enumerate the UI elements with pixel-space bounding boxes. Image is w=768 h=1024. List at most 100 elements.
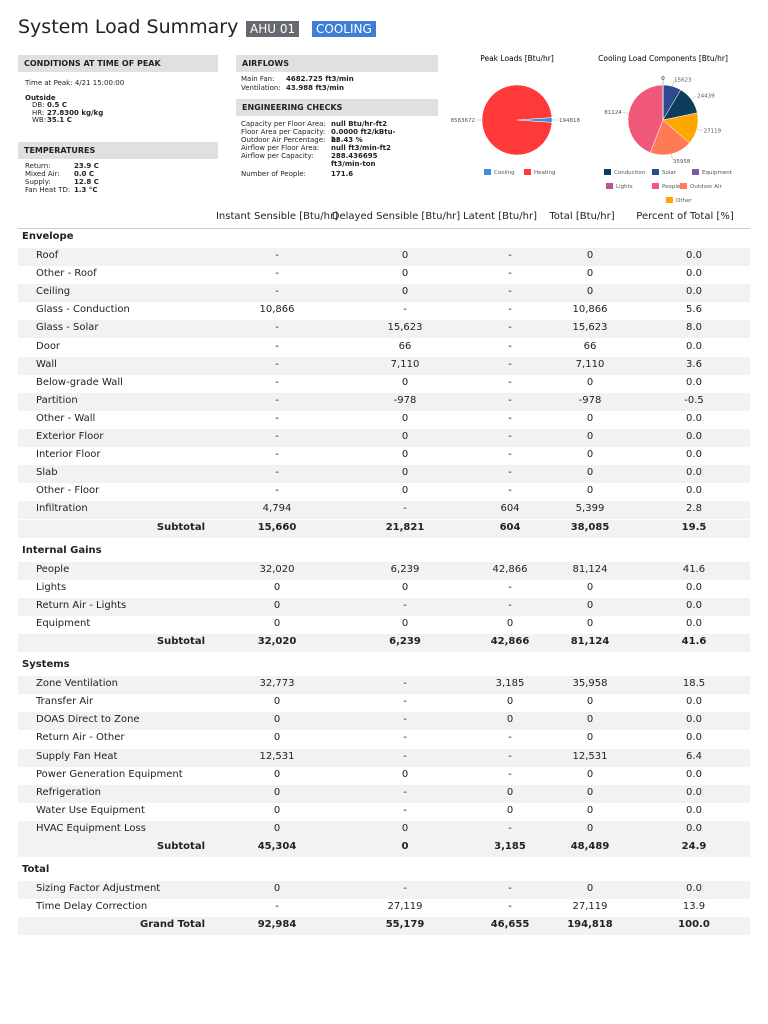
cell: - [403, 804, 407, 816]
cell: - [403, 678, 407, 690]
row-background [18, 356, 750, 375]
label: Supply: [25, 178, 51, 186]
cell: 0 [586, 286, 594, 298]
row-label: Wall [36, 358, 57, 370]
row-label: Supply Fan Heat [36, 750, 118, 762]
cell: 0 [586, 250, 594, 261]
subtotal-cell: 32,020 [257, 636, 297, 647]
legend-label: Lights [616, 184, 633, 190]
row-label: Equipment [36, 617, 91, 629]
cell: 0.0 [686, 286, 702, 298]
subtotal-cell: 0 [401, 841, 409, 852]
cell: 3.6 [686, 358, 702, 370]
cell: 0.0 [686, 412, 702, 424]
row-background [18, 561, 750, 580]
cell: 15,623 [387, 322, 423, 334]
cell: 4,794 [262, 503, 292, 515]
cell: 0.0 [686, 696, 702, 708]
legend-label: Cooling [494, 170, 515, 176]
subtotal-cell: 48,489 [570, 841, 610, 852]
cell: 0.0 [686, 714, 702, 726]
subtotal-cell: 41.6 [681, 636, 707, 647]
cell: - [403, 883, 407, 895]
row-label: DOAS Direct to Zone [36, 714, 140, 726]
divider [18, 228, 750, 229]
value-label: 15623 [674, 77, 692, 83]
cell: 0 [401, 768, 409, 780]
label: HR: [32, 108, 45, 117]
cell: - [403, 732, 407, 744]
charts: Peak Loads [Btu/hr] 194818 8583672 Cooling H… [451, 54, 733, 204]
cell: 0.0 [686, 250, 702, 261]
cell: -0.5 [684, 394, 704, 406]
subtotal-background [18, 634, 750, 652]
cell: - [508, 431, 512, 442]
cell: 0 [401, 412, 409, 424]
row-label: HVAC Equipment Loss [36, 822, 146, 834]
cell: - [508, 732, 512, 744]
cell: - [508, 376, 512, 388]
row-label: Glass - Solar [36, 322, 99, 334]
cell: 0 [586, 431, 594, 442]
legend-label: Outdoor Air [690, 184, 722, 190]
cell: 0 [506, 617, 514, 629]
legend-swatch [666, 197, 673, 203]
subtotal-background [18, 917, 750, 936]
value-label: 35958 [673, 159, 691, 165]
cell: 10,866 [259, 304, 295, 316]
cell: 0.0 [686, 617, 702, 629]
cell: 0 [273, 732, 281, 744]
row-background [18, 748, 750, 767]
row-label: Glass - Conduction [36, 304, 130, 316]
panel-title: AIRFLOWS [236, 55, 438, 72]
row-background [18, 820, 750, 839]
value: 0.5 C [47, 101, 67, 109]
label: Main Fan: [241, 75, 275, 83]
cell: 18.5 [682, 678, 706, 690]
peak-time: Time at Peak: 4/21 15:00:00 [25, 79, 125, 87]
row-background [18, 784, 750, 803]
value-label: 8583672 [451, 118, 476, 124]
cell: - [403, 599, 407, 611]
value-label: 194818 [559, 118, 580, 124]
cell: - [508, 485, 512, 497]
label: Floor Area per Capacity: [241, 128, 326, 136]
cell: -978 [578, 394, 602, 406]
row-background [18, 881, 750, 900]
row-label: Slab [36, 467, 58, 479]
cell: 0.0 [686, 467, 702, 479]
cell: 0 [401, 268, 409, 280]
cell: - [275, 901, 279, 913]
cell: 0 [506, 696, 514, 708]
cell: - [508, 286, 512, 298]
value: 0.0 C [74, 170, 94, 178]
value-label: 81124 [604, 110, 622, 116]
row-label: Return Air - Lights [36, 599, 127, 611]
cell: 0 [401, 376, 409, 388]
cell: 2.8 [686, 503, 702, 515]
row-label: Interior Floor [36, 449, 101, 461]
badge: COOLING [312, 21, 376, 37]
cell: 0 [586, 768, 594, 780]
cell: 3,185 [495, 678, 525, 690]
value: 23.9 C [74, 162, 99, 170]
subtotal-cell: 15,660 [257, 521, 297, 533]
cell: 27,119 [572, 901, 608, 913]
cell: 0 [586, 268, 594, 280]
row-label: Power Generation Equipment [36, 768, 183, 780]
row-label: Infiltration [36, 503, 88, 515]
cell: - [403, 786, 407, 798]
cell: 15,623 [572, 322, 608, 334]
label: Capacity per Floor Area: [241, 120, 326, 128]
row-label: Water Use Equipment [36, 804, 145, 816]
cell: 0 [273, 768, 281, 780]
subtotal-cell: 45,304 [257, 841, 297, 852]
row-background [18, 248, 750, 266]
cell: 0.0 [686, 581, 702, 593]
cell: 0 [401, 617, 409, 629]
subtotal-cell: 81,124 [570, 636, 610, 647]
section-title: Total [22, 864, 50, 876]
value: 1.3 °C [74, 186, 98, 194]
row-label: Transfer Air [36, 696, 94, 708]
cell: - [275, 322, 279, 334]
